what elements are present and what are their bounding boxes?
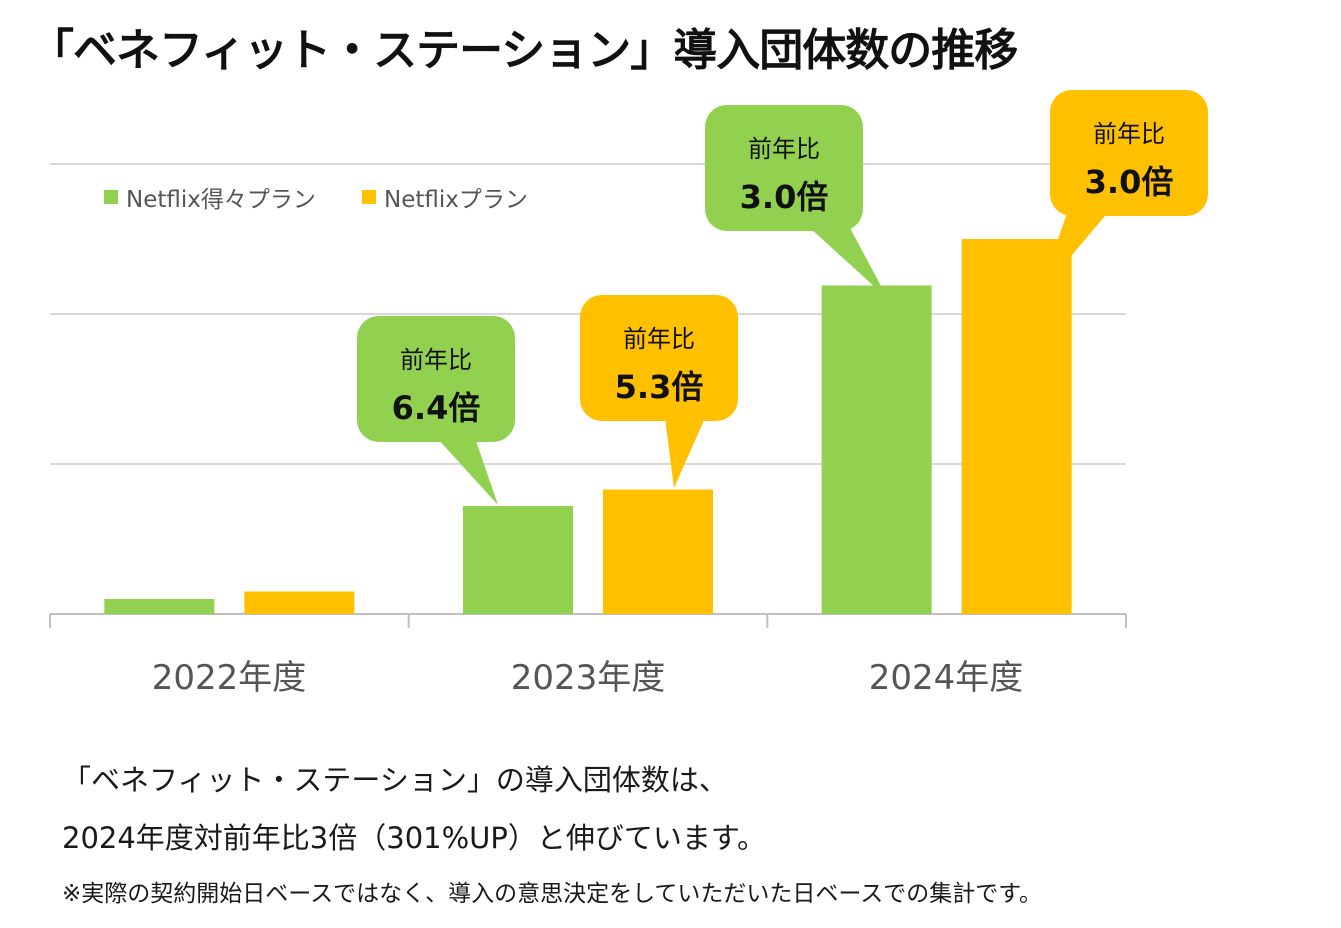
- callout-pointer: [665, 418, 705, 488]
- callout-label: 前年比: [400, 346, 472, 374]
- callout-green-2023: 前年比 6.4倍: [357, 316, 515, 442]
- legend-swatch-green: [104, 190, 118, 204]
- footnote: ※実際の契約開始日ベースではなく、導入の意思決定をしていただいた日ベースでの集計…: [62, 881, 1042, 907]
- legend-label-green: Netflix得々プラン: [126, 187, 316, 213]
- bar-yellow-2024年度: [961, 239, 1072, 614]
- callout-pointer: [1040, 210, 1110, 293]
- bar-green-2022年度: [104, 599, 215, 614]
- x-tick-label-2022: 2022年度: [151, 658, 307, 698]
- legend-item-yellow: Netflixプラン: [362, 180, 528, 214]
- callout-value: 3.0倍: [739, 178, 829, 216]
- bar-yellow-2023年度: [603, 489, 713, 614]
- bar-green-2023年度: [463, 506, 573, 614]
- callout-value: 5.3倍: [614, 368, 704, 406]
- callout-value: 3.0倍: [1084, 163, 1174, 201]
- callout-green-2024: 前年比 3.0倍: [705, 105, 863, 231]
- note-line-1: 「ベネフィット・ステーション」の導入団体数は、: [62, 763, 728, 797]
- x-tick-label-2023: 2023年度: [510, 658, 666, 698]
- legend-swatch-yellow: [362, 190, 376, 204]
- bar-yellow-2022年度: [244, 591, 355, 614]
- callout-label: 前年比: [623, 325, 695, 353]
- callout-yellow-2023: 前年比 5.3倍: [580, 295, 738, 421]
- legend-item-green: Netflix得々プラン: [104, 180, 316, 214]
- legend-label-yellow: Netflixプラン: [384, 187, 528, 213]
- callout-pointer: [437, 438, 498, 505]
- callout-yellow-2024: 前年比 3.0倍: [1050, 90, 1208, 216]
- callout-pointer: [810, 228, 888, 299]
- chart-title: 「ベネフィット・ステーション」導入団体数の推移: [30, 25, 1018, 76]
- bar-green-2024年度: [821, 285, 932, 614]
- note-line-2: 2024年度対前年比3倍（301%UP）と伸びています。: [62, 821, 766, 855]
- x-tick-label-2024: 2024年度: [868, 658, 1024, 698]
- callout-label: 前年比: [1093, 120, 1165, 148]
- callout-value: 6.4倍: [391, 389, 481, 427]
- callout-label: 前年比: [748, 135, 820, 163]
- bar-chart: [49, 163, 1127, 628]
